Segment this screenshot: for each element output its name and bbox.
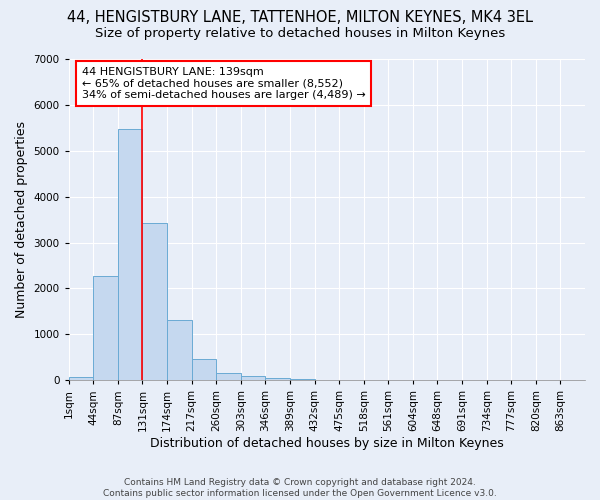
Text: Contains HM Land Registry data © Crown copyright and database right 2024.
Contai: Contains HM Land Registry data © Crown c… <box>103 478 497 498</box>
Bar <box>69 376 93 380</box>
Bar <box>142 223 167 380</box>
Bar <box>290 379 314 380</box>
Bar <box>241 376 265 380</box>
Text: 44 HENGISTBURY LANE: 139sqm
← 65% of detached houses are smaller (8,552)
34% of : 44 HENGISTBURY LANE: 139sqm ← 65% of det… <box>82 67 365 100</box>
Bar <box>93 276 118 380</box>
Bar <box>167 320 191 380</box>
Bar <box>118 129 142 380</box>
Text: 44, HENGISTBURY LANE, TATTENHOE, MILTON KEYNES, MK4 3EL: 44, HENGISTBURY LANE, TATTENHOE, MILTON … <box>67 10 533 25</box>
X-axis label: Distribution of detached houses by size in Milton Keynes: Distribution of detached houses by size … <box>150 437 504 450</box>
Bar <box>191 358 216 380</box>
Y-axis label: Number of detached properties: Number of detached properties <box>15 121 28 318</box>
Text: Size of property relative to detached houses in Milton Keynes: Size of property relative to detached ho… <box>95 28 505 40</box>
Bar <box>216 373 241 380</box>
Bar <box>265 378 290 380</box>
